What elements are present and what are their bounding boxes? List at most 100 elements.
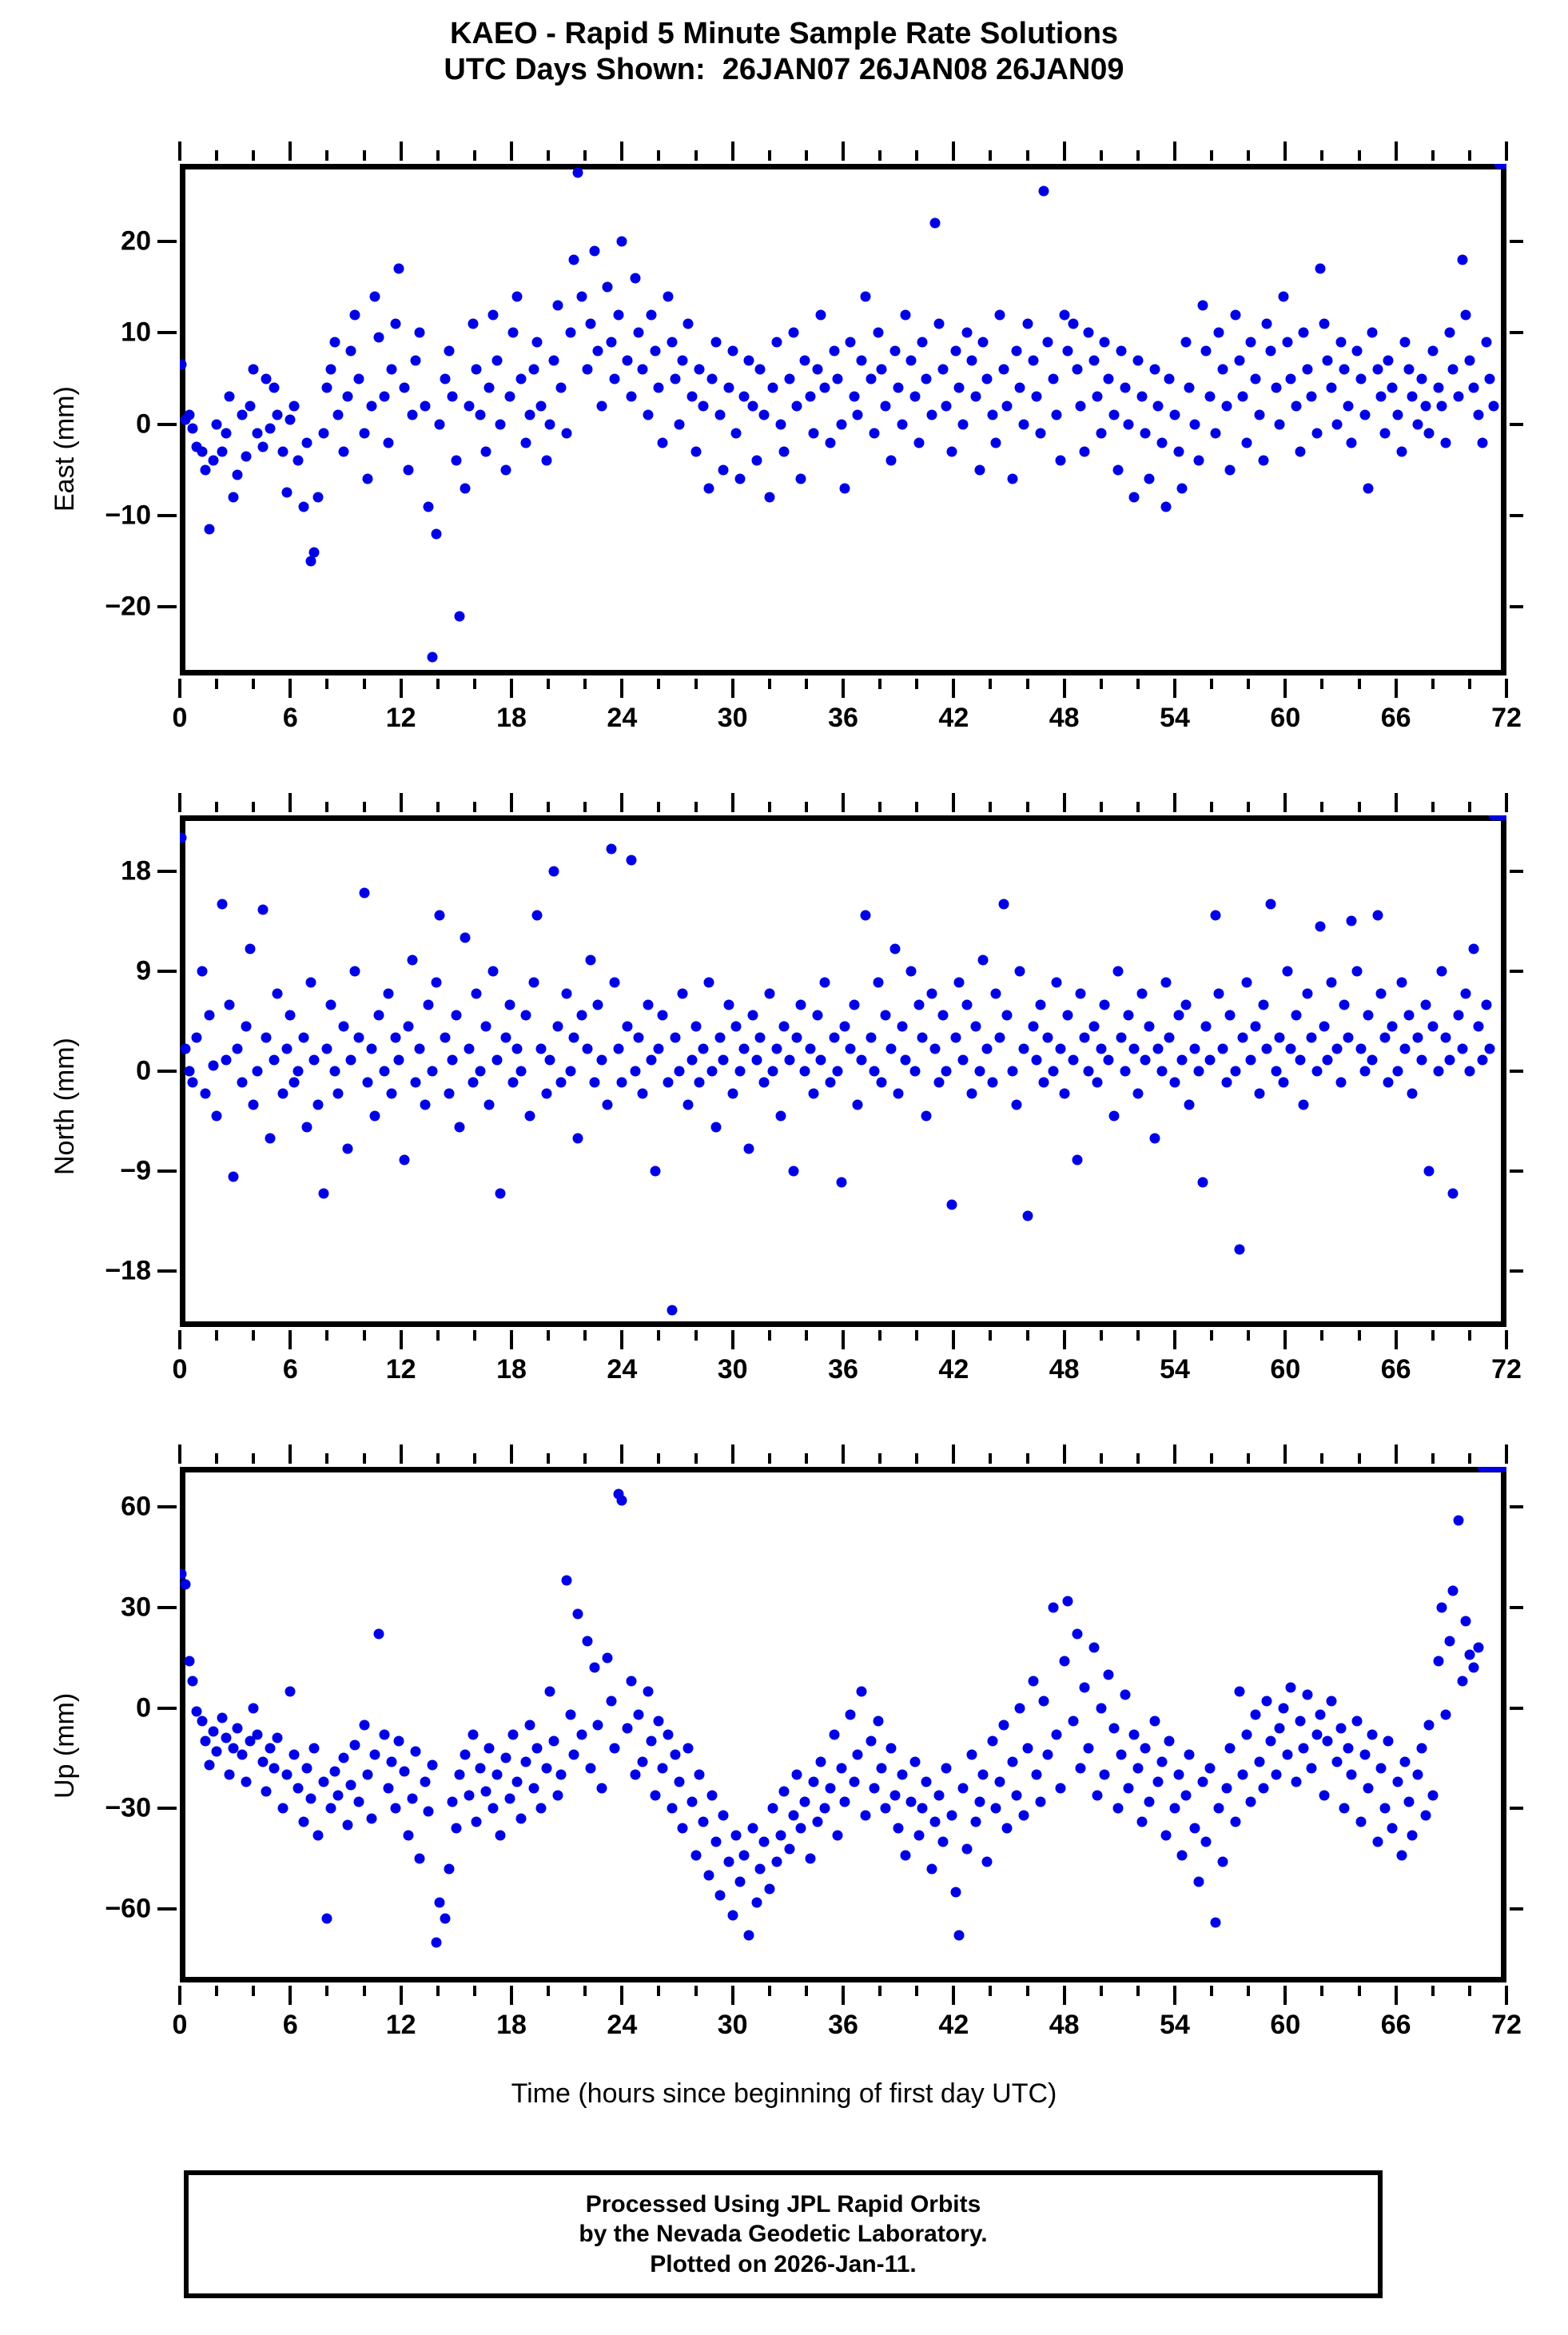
data-point (1180, 999, 1192, 1010)
data-point (1042, 337, 1053, 348)
data-point (454, 1122, 465, 1133)
data-point (440, 373, 451, 385)
data-point (950, 1032, 961, 1043)
page-title: KAEO - Rapid 5 Minute Sample Rate Soluti… (0, 16, 1568, 88)
x-minor-tick (694, 1330, 698, 1341)
data-point (362, 1077, 373, 1088)
data-point (1440, 437, 1451, 448)
data-point (1022, 318, 1033, 329)
data-point (994, 309, 1005, 321)
x-tick-label: 42 (938, 703, 969, 733)
data-point (261, 1032, 272, 1043)
data-point (1092, 391, 1103, 402)
data-point (897, 1021, 908, 1032)
x-minor-tick (1247, 679, 1251, 689)
x-minor-tick (583, 1986, 587, 1996)
x-minor-tick-top (1431, 802, 1435, 812)
data-point (909, 1066, 921, 1077)
data-point (1099, 999, 1110, 1010)
data-point (812, 1816, 823, 1827)
data-point (191, 1032, 202, 1043)
data-point (332, 1790, 344, 1800)
data-point (592, 1719, 603, 1730)
data-point (1108, 409, 1120, 420)
data-point (420, 1776, 431, 1787)
data-point (1383, 355, 1394, 366)
data-point (1278, 291, 1289, 302)
data-point (1457, 254, 1468, 265)
x-minor-tick (436, 679, 440, 689)
data-point (245, 943, 256, 954)
data-point (602, 1652, 613, 1664)
data-point (1436, 1602, 1447, 1613)
x-minor-tick-top (878, 802, 882, 812)
data-point (460, 1749, 471, 1760)
x-minor-tick (362, 679, 366, 689)
data-point (1477, 1054, 1488, 1066)
data-point (1468, 1662, 1478, 1673)
data-point (1140, 1743, 1151, 1754)
data-point (706, 1066, 718, 1077)
data-point (795, 999, 806, 1010)
data-point (990, 988, 1001, 999)
data-point (650, 1790, 661, 1800)
x-major-tick-top (1283, 793, 1287, 812)
x-minor-tick (767, 1330, 771, 1341)
data-point (856, 1686, 867, 1697)
data-point (1224, 1010, 1236, 1021)
data-point (667, 1305, 678, 1316)
data-point (1351, 1715, 1363, 1727)
data-point (1407, 1830, 1418, 1841)
data-point (585, 1763, 596, 1774)
data-point (815, 1054, 826, 1066)
data-point (572, 167, 583, 178)
data-point (468, 1729, 479, 1740)
data-point (1331, 1043, 1343, 1054)
data-point (1326, 977, 1337, 988)
data-point (1197, 1177, 1208, 1188)
data-point (1079, 1032, 1090, 1043)
data-point (325, 1803, 336, 1814)
x-minor-tick-top (325, 1453, 329, 1464)
x-minor-tick-top (325, 150, 329, 161)
data-point (325, 999, 336, 1010)
data-point (423, 501, 434, 512)
data-point (342, 391, 353, 402)
x-tick-label: 6 (282, 703, 298, 733)
x-major-tick-top (289, 141, 293, 161)
data-point (812, 364, 823, 375)
data-point (941, 400, 952, 412)
data-point (1416, 1743, 1427, 1754)
data-point (359, 1719, 370, 1730)
data-point (410, 355, 421, 366)
x-major-tick-top (289, 793, 293, 812)
data-point (1412, 1032, 1423, 1043)
y-tick-label: 0 (136, 1055, 151, 1086)
data-point (427, 1066, 438, 1077)
data-point (272, 1732, 283, 1743)
data-point (1140, 428, 1151, 439)
data-point (751, 1054, 762, 1066)
data-point (318, 428, 329, 439)
data-point (1189, 419, 1200, 430)
x-tick-label: 6 (282, 1354, 298, 1385)
data-point (329, 1766, 340, 1777)
data-point (495, 1188, 506, 1199)
x-minor-tick (694, 679, 698, 689)
data-point (585, 954, 596, 966)
data-point (325, 364, 336, 375)
data-point (393, 1054, 404, 1066)
data-point (1088, 355, 1100, 366)
x-minor-tick (362, 1330, 366, 1341)
y-major-tick (157, 514, 177, 517)
data-point (1383, 1735, 1394, 1747)
data-point (1031, 1054, 1042, 1066)
data-point (929, 1043, 941, 1054)
data-point (285, 414, 296, 425)
data-point (876, 1763, 887, 1774)
data-point (606, 337, 616, 348)
data-point (900, 1850, 911, 1861)
data-point (1285, 1043, 1296, 1054)
data-point (788, 1810, 799, 1821)
x-minor-tick-top (362, 1453, 366, 1464)
